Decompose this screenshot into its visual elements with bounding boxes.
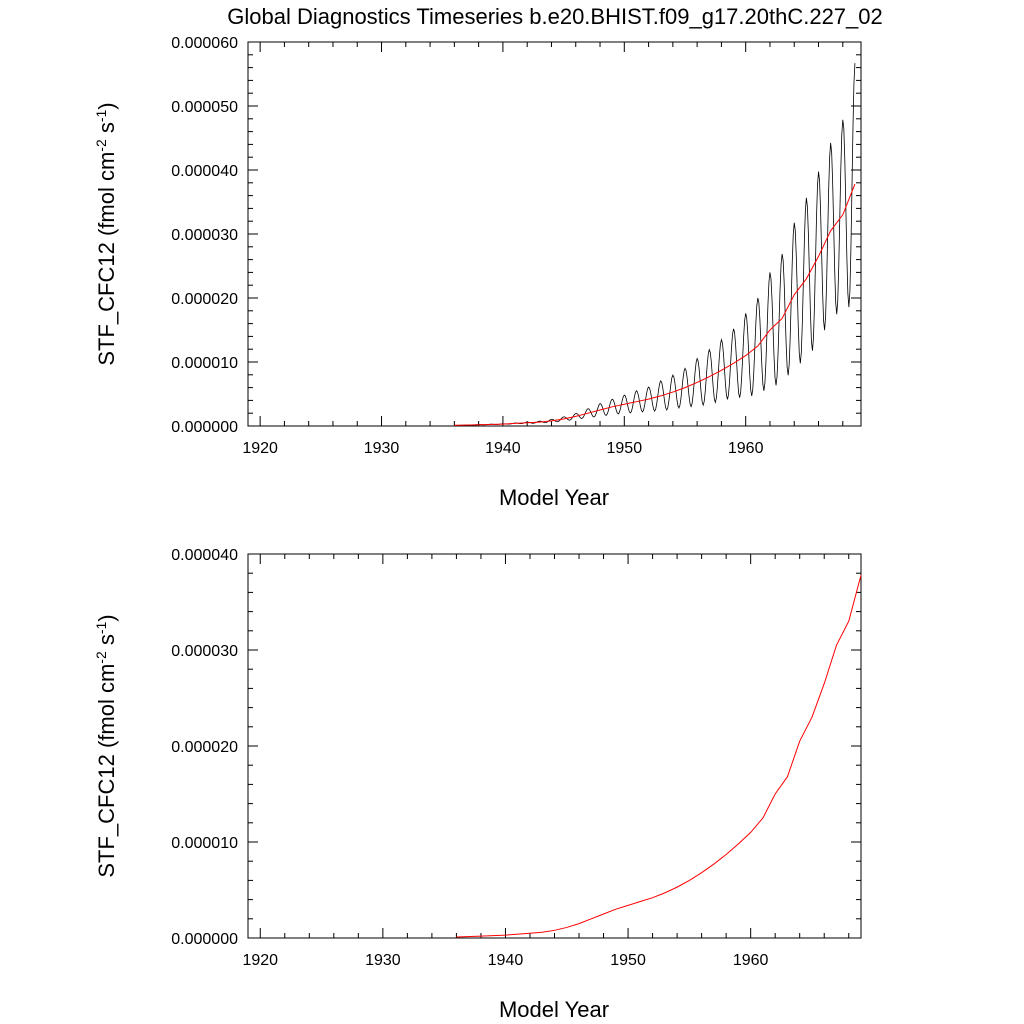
top-series bbox=[454, 63, 856, 426]
x-tick-label: 1950 bbox=[610, 952, 646, 969]
x-tick-label: 1960 bbox=[733, 952, 769, 969]
bottom-series bbox=[456, 574, 862, 938]
y-tick-label: 0.000040 bbox=[171, 547, 238, 564]
x-tick-label: 1950 bbox=[607, 440, 643, 457]
bottom-plot-frame bbox=[247, 553, 862, 939]
bottom-y-axis-title: STF_CFC12 (fmol cm-2 s-1) bbox=[93, 614, 119, 877]
monthly-series-line bbox=[454, 63, 856, 426]
figure-title: Global Diagnostics Timeseries b.e20.BHIS… bbox=[227, 4, 883, 29]
annual-series-line bbox=[454, 183, 856, 426]
top-y-axis-title: STF_CFC12 (fmol cm-2 s-1) bbox=[93, 102, 119, 365]
y-tick-label: 0.000030 bbox=[171, 227, 238, 244]
y-tick-label: 0.000020 bbox=[171, 291, 238, 308]
top-panel: 1920 1930 1940 1950 1960 0.000000 0.000010 0.00… bbox=[93, 35, 862, 510]
y-tick-label: 0.000030 bbox=[171, 643, 238, 660]
x-tick-label: 1920 bbox=[242, 952, 278, 969]
x-tick-label: 1940 bbox=[485, 440, 521, 457]
top-plot-frame bbox=[247, 41, 862, 427]
top-x-axis-title: Model Year bbox=[499, 485, 609, 510]
y-tick-label: 0.000010 bbox=[171, 835, 238, 852]
x-tick-label: 1940 bbox=[488, 952, 524, 969]
y-tick-label: 0.000050 bbox=[171, 99, 238, 116]
y-tick-label: 0.000060 bbox=[171, 35, 238, 52]
bottom-ticks: 1920 1930 1940 1950 1960 0.000000 0.000010 0.00… bbox=[171, 547, 861, 969]
x-tick-label: 1930 bbox=[364, 440, 400, 457]
top-ticks: 1920 1930 1940 1950 1960 0.000000 0.000010 0.00… bbox=[171, 35, 861, 457]
y-tick-label: 0.000040 bbox=[171, 163, 238, 180]
annual-series-line bbox=[456, 574, 862, 938]
bottom-x-axis-title: Model Year bbox=[499, 997, 609, 1022]
bottom-panel: 1920 1930 1940 1950 1960 0.000000 0.000010 0.00… bbox=[93, 547, 862, 1022]
y-tick-label: 0.000000 bbox=[171, 931, 238, 948]
x-tick-label: 1930 bbox=[365, 952, 401, 969]
x-tick-label: 1920 bbox=[242, 440, 278, 457]
y-tick-label: 0.000000 bbox=[171, 419, 238, 436]
y-tick-label: 0.000020 bbox=[171, 739, 238, 756]
x-tick-label: 1960 bbox=[728, 440, 764, 457]
y-tick-label: 0.000010 bbox=[171, 355, 238, 372]
